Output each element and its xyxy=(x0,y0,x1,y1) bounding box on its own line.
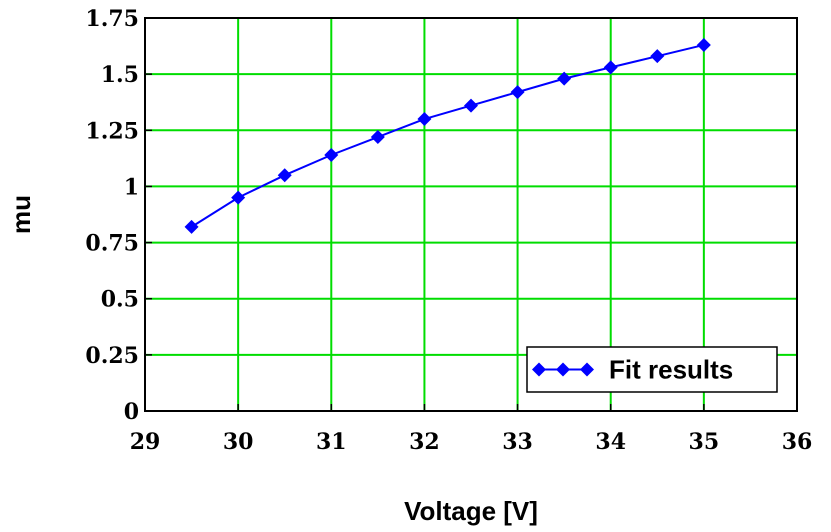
plot-frame xyxy=(144,17,798,412)
legend-marker-1 xyxy=(556,362,570,377)
legend: Fit results xyxy=(526,346,778,393)
x-tick-label: 29 xyxy=(130,429,161,455)
grid xyxy=(145,18,797,411)
legend-markers xyxy=(532,362,594,377)
x-axis-label: Voltage [V] xyxy=(404,496,538,526)
data-point xyxy=(324,147,339,162)
data-point xyxy=(184,219,199,234)
y-tick-label: 0.75 xyxy=(85,231,139,257)
x-axis-ticks: 29 30 31 32 33 34 35 36 xyxy=(130,404,813,455)
x-tick-label: 30 xyxy=(223,429,254,455)
y-tick-label: 1.5 xyxy=(101,62,139,88)
y-tick-label: 1.75 xyxy=(85,6,139,32)
y-tick-label: 0.5 xyxy=(101,287,139,313)
data-point xyxy=(277,168,292,183)
data-point xyxy=(650,49,665,64)
y-tick-label: 0.25 xyxy=(85,343,139,369)
series-line-0 xyxy=(191,43,705,228)
data-point xyxy=(417,112,432,127)
data-point xyxy=(231,190,246,205)
y-tick-label: 1 xyxy=(124,174,139,200)
data-point xyxy=(370,130,385,145)
y-tick-label: 0 xyxy=(124,399,139,425)
x-tick-label: 36 xyxy=(782,429,813,455)
data-point xyxy=(464,98,478,113)
data-point xyxy=(557,71,572,86)
data-point xyxy=(510,85,525,100)
series-group xyxy=(184,37,711,234)
data-point xyxy=(696,37,711,52)
y-tick-label: 1.25 xyxy=(85,118,139,144)
data-point xyxy=(603,60,618,75)
y-axis-ticks: 0 0.25 0.5 0.75 1 1.25 1.5 1.75 xyxy=(85,6,152,425)
x-tick-label: 33 xyxy=(502,429,533,455)
y-axis-label: mu xyxy=(6,195,36,234)
legend-marker-2 xyxy=(580,362,594,377)
x-tick-label: 35 xyxy=(689,429,720,455)
legend-entry-label: Fit results xyxy=(609,355,733,385)
x-tick-label: 34 xyxy=(595,429,626,455)
x-tick-label: 32 xyxy=(409,429,440,455)
legend-marker-0 xyxy=(532,362,546,377)
x-tick-label: 31 xyxy=(316,429,347,455)
